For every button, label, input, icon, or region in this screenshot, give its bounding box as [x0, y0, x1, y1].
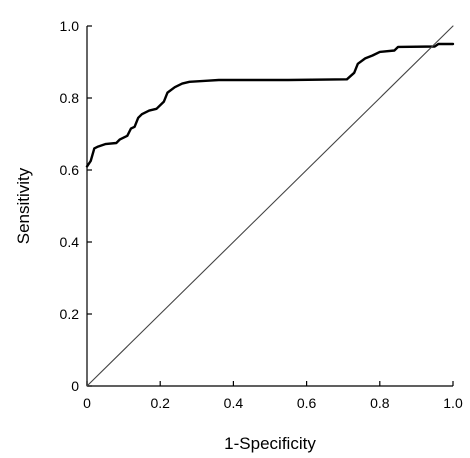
y-axis-title: Sensitivity	[14, 167, 33, 244]
reference-diagonal-line	[86, 25, 454, 387]
roc-curve-line	[85, 42, 455, 168]
x-tick-label: 0.6	[297, 395, 317, 411]
y-tick-label: 0.6	[60, 162, 80, 178]
y-tick-label: 1.0	[60, 18, 80, 34]
x-tick-label: 0.4	[224, 395, 244, 411]
y-tick-label: 0	[71, 378, 79, 394]
y-tick-label: 0.4	[60, 234, 80, 250]
y-tick-label: 0.8	[60, 90, 80, 106]
x-axis-title: 1-Specificity	[224, 434, 316, 453]
x-tick-label: 0.2	[150, 395, 170, 411]
x-tick-label: 0	[83, 395, 91, 411]
plot-area: 0 0.2 0.4 0.6 0.8 1.0 0 0.2 0.4 0.6 0.8 1.0	[60, 18, 463, 411]
y-axis-ticks: 0 0.2 0.4 0.6 0.8 1.0	[60, 18, 92, 394]
x-tick-label: 1.0	[443, 395, 463, 411]
x-axis-ticks: 0 0.2 0.4 0.6 0.8 1.0	[83, 381, 463, 411]
series-layer	[85, 25, 455, 387]
y-tick-label: 0.2	[60, 306, 80, 322]
x-tick-label: 0.8	[370, 395, 390, 411]
